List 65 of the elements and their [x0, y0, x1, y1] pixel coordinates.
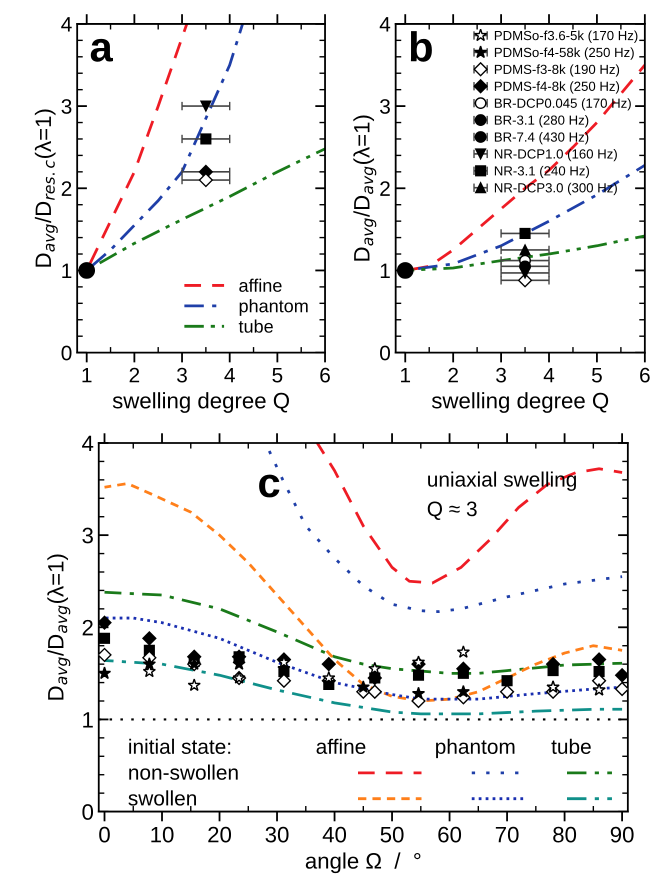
annotation: b — [410, 31, 432, 62]
y-tick-label: 0 — [380, 346, 390, 360]
x-axis-title: swelling degree Q — [112, 392, 289, 413]
y-tick-label: 3 — [380, 99, 390, 114]
annotation: initial state: — [129, 738, 230, 754]
x-tick-label: 3 — [177, 368, 187, 383]
annotation: uniaxial swelling — [428, 471, 576, 491]
y-tick-label: 1 — [83, 712, 93, 728]
legend-label: NR-DCP1.0 (160 Hz) — [494, 148, 617, 162]
x-tick-label: 30 — [266, 826, 289, 842]
x-tick-label: 0 — [99, 826, 110, 842]
y-tick-label: 4 — [82, 436, 94, 452]
y-tick-label: 0 — [82, 804, 94, 820]
legend-label: affine — [239, 278, 282, 292]
x-tick-label: 40 — [322, 826, 346, 842]
annotation: swollen — [128, 790, 196, 806]
legend-label: PDMS-f4-8k (250 Hz) — [494, 81, 620, 94]
x-tick-label: 4 — [224, 368, 235, 382]
y-tick-label: 2 — [62, 181, 72, 196]
x-tick-label: 6 — [320, 368, 330, 383]
legend-label: BR-3.1 (280 Hz) — [494, 115, 588, 128]
y-axis-title: D$_{avg}$/D$_{res.c}$(λ=1) — [34, 110, 58, 267]
x-tick-label: 1 — [401, 368, 410, 382]
x-tick-label: 50 — [380, 826, 404, 842]
legend-label: PDMSo-f3.6-5k (170 Hz) — [494, 30, 638, 43]
y-tick-label: 3 — [62, 99, 72, 114]
y-axis-title: D$_{avg}$/D$_{avg}$(λ=1) — [47, 554, 70, 700]
legend-label: BR-DCP0.045 (170 Hz) — [494, 98, 631, 110]
x-tick-label: 60 — [438, 826, 462, 842]
x-tick-label: 2 — [130, 368, 140, 382]
y-tick-label: 3 — [82, 528, 93, 544]
annotation: phantom — [436, 738, 514, 758]
y-tick-label: 0 — [62, 346, 72, 360]
x-tick-label: 90 — [610, 826, 634, 842]
legend-label: phantom — [240, 299, 308, 316]
x-tick-label: 6 — [640, 368, 650, 383]
x-tick-label: 5 — [592, 368, 602, 383]
annotation: tube — [551, 738, 591, 754]
legend-label: tube — [238, 320, 273, 333]
x-tick-label: 80 — [553, 826, 576, 842]
annotation: a — [90, 38, 114, 62]
y-tick-label: 2 — [82, 620, 93, 636]
annotation: non-swollen — [129, 764, 238, 780]
y-tick-label: 2 — [380, 181, 390, 196]
legend-label: NR-3.1 (240 Hz) — [494, 166, 590, 178]
x-axis-title: angle Ω / ° — [306, 852, 420, 874]
x-tick-label: 2 — [448, 368, 458, 382]
x-tick-label: 10 — [151, 826, 174, 842]
x-axis-title: swelling degree Q — [432, 392, 608, 413]
x-tick-label: 4 — [544, 368, 554, 382]
x-tick-label: 70 — [496, 826, 519, 842]
legend-label: BR-7.4 (430 Hz) — [494, 132, 588, 144]
x-tick-label: 5 — [272, 368, 282, 383]
y-tick-label: 4 — [380, 17, 390, 32]
y-axis-title: D$_{avg}$/D$_{avg}$(λ=1) — [353, 115, 376, 261]
y-tick-label: 4 — [61, 17, 72, 32]
annotation: c — [259, 474, 280, 498]
x-tick-label: 20 — [208, 826, 232, 842]
annotation: affine — [316, 738, 366, 754]
y-tick-label: 1 — [380, 264, 390, 278]
x-tick-label: 3 — [496, 368, 506, 383]
legend-label: PDMSo-f4-58k (250 Hz) — [494, 47, 634, 60]
annotation: Q ≈ 3 — [428, 502, 477, 520]
y-tick-label: 1 — [62, 264, 72, 278]
legend-label: PDMS-f3-8k (190 Hz) — [494, 64, 620, 77]
